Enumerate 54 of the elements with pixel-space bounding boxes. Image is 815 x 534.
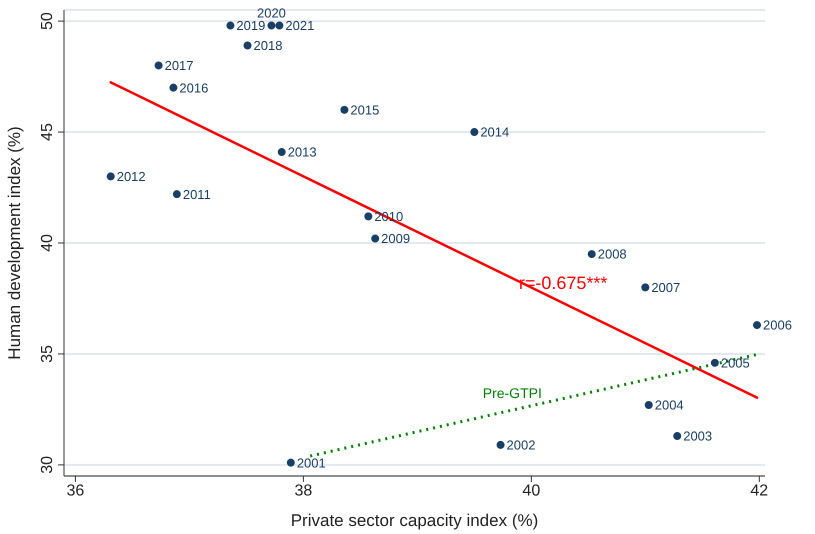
annotation: 2001 xyxy=(296,455,326,470)
annotation: 2017 xyxy=(164,58,194,74)
point xyxy=(226,22,234,30)
x-tick-label: 36 xyxy=(66,482,84,500)
point xyxy=(275,22,284,30)
point xyxy=(673,432,682,440)
annotation: 2019 xyxy=(236,18,266,34)
annotation: 2006 xyxy=(763,318,792,333)
point xyxy=(496,440,505,449)
annotation: 2012 xyxy=(116,169,146,184)
annotation: 2021 xyxy=(285,18,314,34)
y-tick-label: 40 xyxy=(39,234,56,252)
point xyxy=(286,458,295,467)
annotation: Pre-GTPI xyxy=(482,385,542,402)
y-axis-title: Human development index (%) xyxy=(5,126,24,360)
point xyxy=(154,61,163,70)
annotation: 2004 xyxy=(654,398,684,413)
point xyxy=(169,84,178,92)
point xyxy=(364,212,372,220)
point xyxy=(278,148,286,156)
point xyxy=(244,42,252,50)
annotation: 2009 xyxy=(381,231,410,246)
point xyxy=(588,250,596,258)
y-tick-label: 50 xyxy=(39,12,56,30)
x-tick-label: 38 xyxy=(294,482,312,500)
annotation: 2011 xyxy=(182,186,211,202)
annotation: 2003 xyxy=(683,428,712,444)
point xyxy=(267,22,276,30)
annotation: 2005 xyxy=(720,355,750,370)
point xyxy=(106,172,115,180)
point xyxy=(641,283,650,292)
point xyxy=(172,190,181,198)
annotation: 2016 xyxy=(179,80,208,96)
annotation: 2007 xyxy=(651,280,680,295)
annotation: 2015 xyxy=(350,102,380,118)
annotation: 2008 xyxy=(598,246,627,262)
point xyxy=(340,106,348,114)
annotation: r=-0.675*** xyxy=(518,273,608,294)
point xyxy=(710,358,719,367)
point xyxy=(371,234,380,243)
annotation: 2018 xyxy=(254,38,282,54)
point xyxy=(644,400,653,409)
x-tick-label: 40 xyxy=(522,482,540,500)
x-axis-title: Private sector capacity index (%) xyxy=(290,511,538,530)
y-tick-label: 30 xyxy=(39,456,56,474)
point xyxy=(753,321,762,330)
y-tick-label: 45 xyxy=(39,123,56,141)
annotation: 2014 xyxy=(480,124,510,140)
annotation: 2013 xyxy=(288,144,317,160)
point xyxy=(470,128,478,136)
annotation: 2002 xyxy=(506,438,536,453)
annotation: 2020 xyxy=(256,6,286,21)
x-tick-label: 42 xyxy=(750,482,768,500)
y-tick-label: 35 xyxy=(39,344,56,363)
